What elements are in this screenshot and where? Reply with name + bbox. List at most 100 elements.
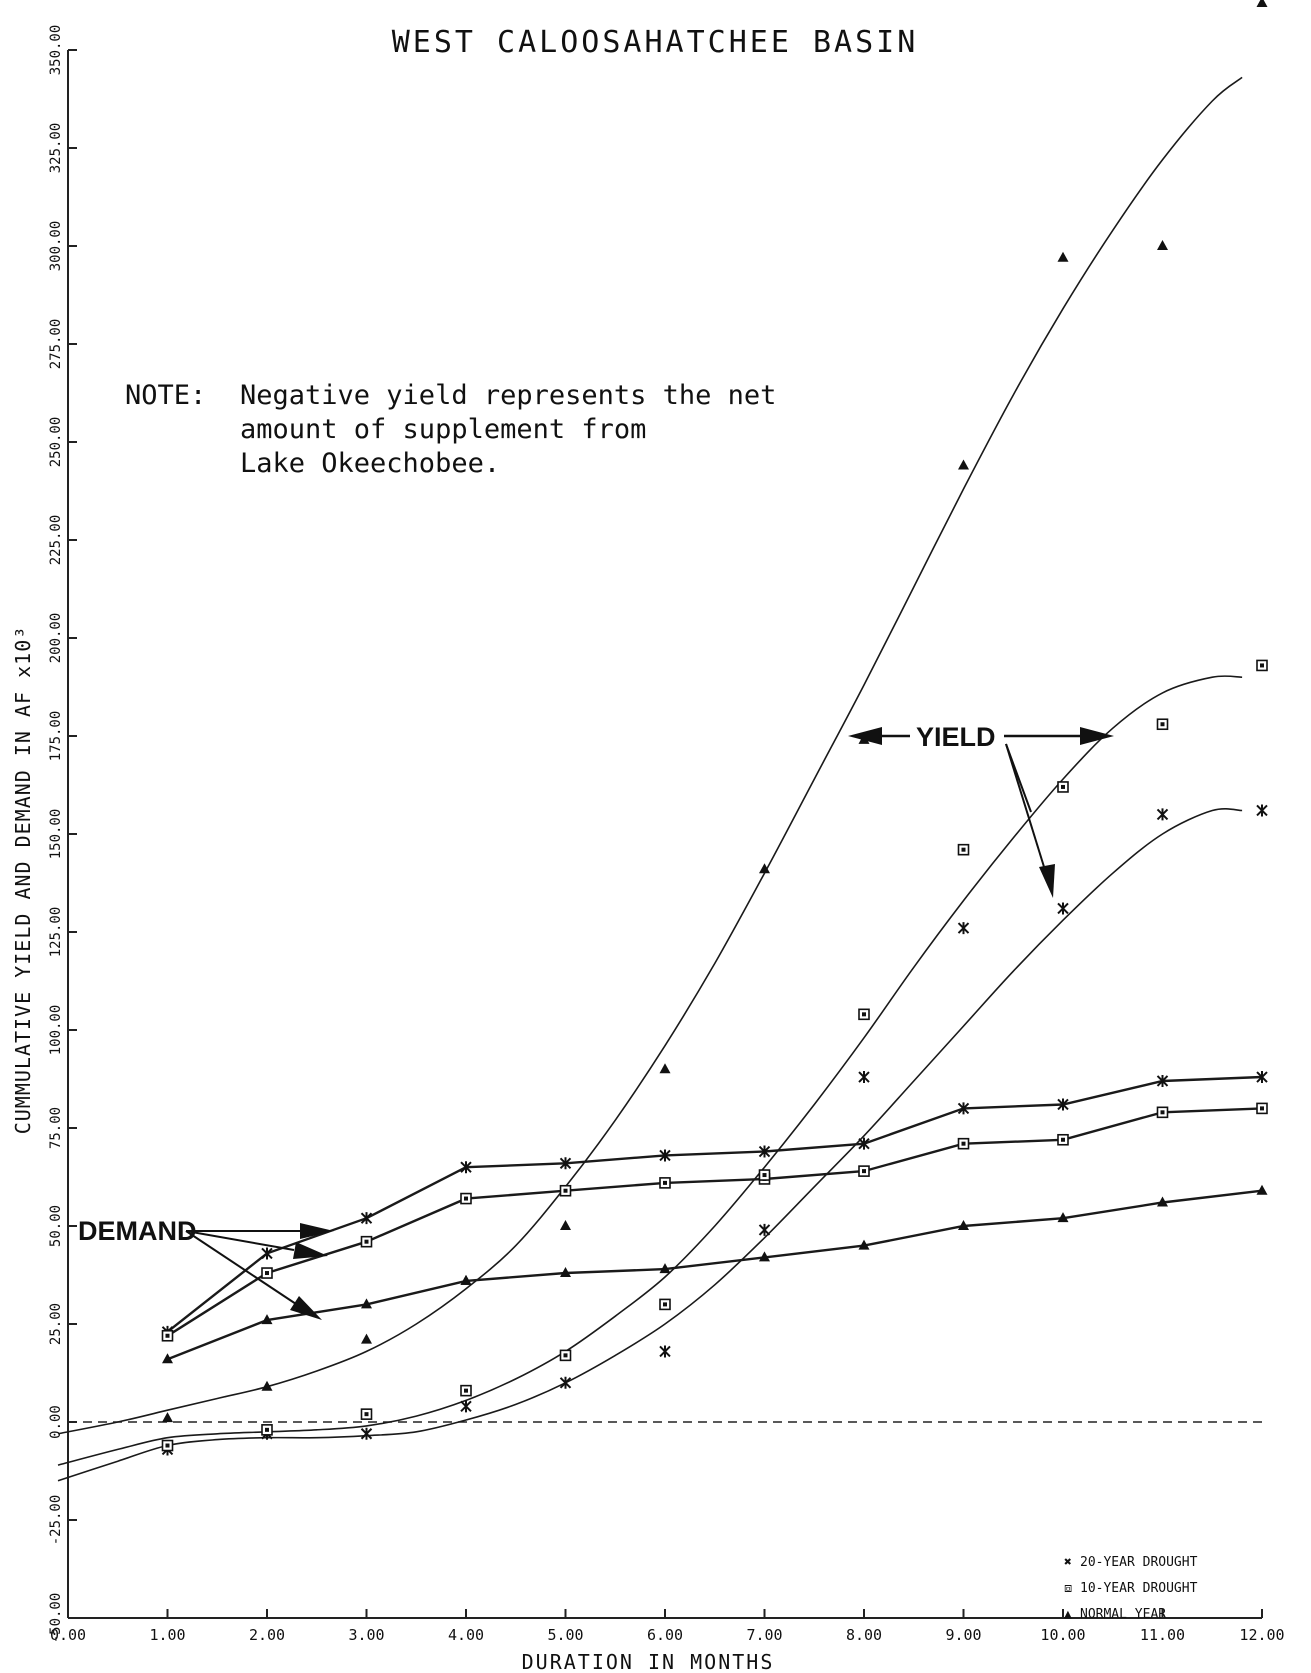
yield-point-2-11 <box>1256 0 1268 7</box>
y-axis-label: CUMMULATIVE YIELD AND DEMAND IN AF x10³ <box>11 626 35 1135</box>
yield-point-1-6-core <box>762 1173 767 1178</box>
y-tick-label: 200.00 <box>48 613 64 664</box>
demand-point-1-10-core <box>1160 1110 1165 1115</box>
demand-lines <box>166 1075 1263 1361</box>
x-tick-label: 1.00 <box>149 1626 185 1644</box>
demand-point-0-10 <box>1156 1074 1169 1087</box>
note-label: NOTE: <box>125 380 206 411</box>
yield-arrowhead-down <box>1039 864 1055 898</box>
yield-point-1-7-core <box>862 1012 866 1017</box>
legend-label-normal: NORMAL YEAR <box>1080 1607 1166 1622</box>
x-tick-label: 9.00 <box>945 1626 981 1644</box>
demand-label: DEMAND <box>78 1216 197 1246</box>
yield-point-0-4 <box>559 1376 572 1389</box>
demand-point-0-5 <box>659 1149 671 1162</box>
y-tick-label: 0.00 <box>48 1405 64 1439</box>
y-tick-label: 50.00 <box>48 1205 64 1247</box>
y-tick-label: 125.00 <box>48 907 64 958</box>
demand-point-0-3 <box>460 1161 472 1174</box>
yield-label: YIELD <box>916 722 996 752</box>
yield-curve-2 <box>57 76 1243 1435</box>
y-tick-label: 250.00 <box>48 417 64 468</box>
x-tick-label: 6.00 <box>647 1626 683 1644</box>
demand-point-2-11 <box>1256 1184 1268 1195</box>
yield-point-0-5 <box>659 1345 671 1358</box>
y-axis-ticks: -50.00 -25.00 0.00 25.00 50.00 75.00 100.00 125… <box>48 25 77 1644</box>
y-tick-label: 100.00 <box>48 1005 64 1056</box>
y-tick-label: 75.00 <box>48 1107 64 1149</box>
legend-symbol-20-year: ✖ <box>1064 1555 1072 1570</box>
legend: ✖ 20-YEAR DROUGHT ⧈ 10-YEAR DROUGHT ▲ NO… <box>1064 1555 1198 1622</box>
demand-point-2-7 <box>858 1239 870 1250</box>
yield-point-2-2 <box>361 1333 372 1344</box>
yield-point-2-0 <box>162 1412 173 1423</box>
x-tick-label: 3.00 <box>348 1626 384 1644</box>
demand-point-0-2 <box>360 1212 373 1225</box>
demand-line-2 <box>167 1189 1263 1361</box>
yield-point-1-3-core <box>464 1388 468 1393</box>
yield-point-1-2-core <box>364 1412 369 1417</box>
yield-point-2-1 <box>261 1380 273 1391</box>
yield-point-1-0-core <box>165 1443 170 1448</box>
x-tick-label: 5.00 <box>547 1626 583 1644</box>
demand-line-1 <box>166 1107 1263 1337</box>
demand-point-2-10 <box>1157 1196 1168 1207</box>
y-tick-label: 150.00 <box>48 809 64 860</box>
demand-point-1-0-core <box>165 1333 170 1338</box>
y-tick-label: 275.00 <box>48 319 64 370</box>
demand-point-2-0 <box>162 1353 173 1364</box>
yield-point-0-2 <box>360 1427 373 1440</box>
yield-point-0-9 <box>1057 902 1069 915</box>
yield-point-1-11-core <box>1260 663 1264 668</box>
yield-point-1-9-core <box>1061 784 1065 789</box>
demand-point-0-8 <box>957 1102 970 1115</box>
yield-callout: YIELD <box>848 722 1114 898</box>
demand-point-1-1-core <box>265 1271 269 1276</box>
demand-point-1-4-core <box>563 1188 568 1193</box>
yield-curves <box>57 76 1243 1482</box>
note-line-2: amount of supplement from <box>240 414 646 445</box>
yield-point-1-1-core <box>265 1427 269 1432</box>
demand-point-1-2-core <box>364 1239 369 1244</box>
demand-point-0-4 <box>559 1157 572 1170</box>
x-axis-label: DURATION IN MONTHS <box>522 1650 775 1673</box>
data-markers <box>161 0 1268 1456</box>
demand-point-2-1 <box>261 1314 273 1325</box>
y-tick-label: 225.00 <box>48 515 64 566</box>
demand-arrowhead-3 <box>290 1296 322 1320</box>
x-tick-label: 11.00 <box>1140 1626 1185 1644</box>
x-tick-label: 8.00 <box>846 1626 882 1644</box>
demand-point-1-5-core <box>663 1180 667 1185</box>
yield-point-1-8-core <box>961 847 966 852</box>
y-tick-label: 350.00 <box>48 25 64 76</box>
yield-arrowhead-left <box>848 727 882 745</box>
y-tick-label: -25.00 <box>48 1495 64 1546</box>
yield-curve-0 <box>57 807 1243 1482</box>
demand-point-1-7-core <box>862 1169 866 1174</box>
yield-curve-1 <box>57 675 1243 1466</box>
y-tick-label: -50.00 <box>48 1593 64 1644</box>
demand-point-0-6 <box>758 1145 771 1158</box>
yield-point-0-6 <box>758 1223 771 1236</box>
x-tick-label: 10.00 <box>1040 1626 1085 1644</box>
legend-symbol-normal: ▲ <box>1064 1607 1072 1622</box>
demand-point-2-8 <box>958 1220 969 1230</box>
y-tick-label: 325.00 <box>48 123 64 174</box>
demand-arrow-2 <box>185 1230 295 1251</box>
demand-point-2-2 <box>361 1298 372 1309</box>
y-tick-label: 25.00 <box>48 1303 64 1345</box>
yield-point-1-4-core <box>563 1353 568 1358</box>
yield-point-0-8 <box>957 922 970 935</box>
x-tick-label: 0.00 <box>50 1626 86 1644</box>
y-tick-label: 300.00 <box>48 221 64 272</box>
yield-point-1-10-core <box>1160 722 1165 727</box>
note-line-1: Negative yield represents the net <box>240 380 776 411</box>
demand-point-0-9 <box>1057 1098 1069 1111</box>
yield-arrowhead-right <box>1080 727 1114 745</box>
demand-line-0 <box>166 1075 1263 1333</box>
yield-point-2-3 <box>460 1274 472 1285</box>
demand-point-0-7 <box>858 1137 870 1150</box>
legend-symbol-10-year: ⧈ <box>1064 1581 1072 1596</box>
x-tick-label: 7.00 <box>746 1626 782 1644</box>
demand-point-0-1 <box>261 1247 273 1260</box>
